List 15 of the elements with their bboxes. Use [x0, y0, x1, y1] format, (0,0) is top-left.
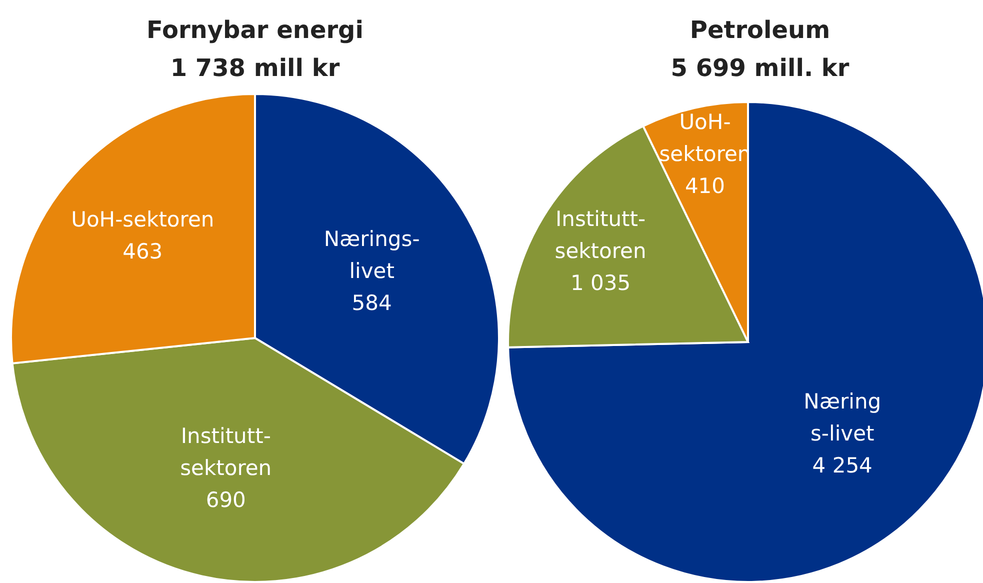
- data-label: 1 035: [570, 270, 631, 295]
- slice-label: Næring s-livet: [804, 389, 882, 446]
- chart-subtitle: 1 738 mill kr: [170, 54, 340, 82]
- chart-title: Fornybar energi: [146, 16, 364, 44]
- data-label: 4 254: [812, 453, 872, 478]
- slice-label: Nærings- livet: [324, 226, 420, 283]
- data-label: 463: [122, 239, 163, 264]
- data-label: 584: [352, 290, 392, 315]
- data-label: 410: [684, 174, 726, 198]
- slice-label: Institutt- sektoren: [554, 206, 646, 263]
- data-label: 690: [206, 488, 246, 512]
- chart-title: Petroleum: [690, 16, 830, 44]
- slice-label: UoH-sektoren: [71, 207, 214, 232]
- chart-subtitle: 5 699 mill. kr: [670, 54, 850, 82]
- slice-label: Institutt- sektoren: [180, 424, 272, 480]
